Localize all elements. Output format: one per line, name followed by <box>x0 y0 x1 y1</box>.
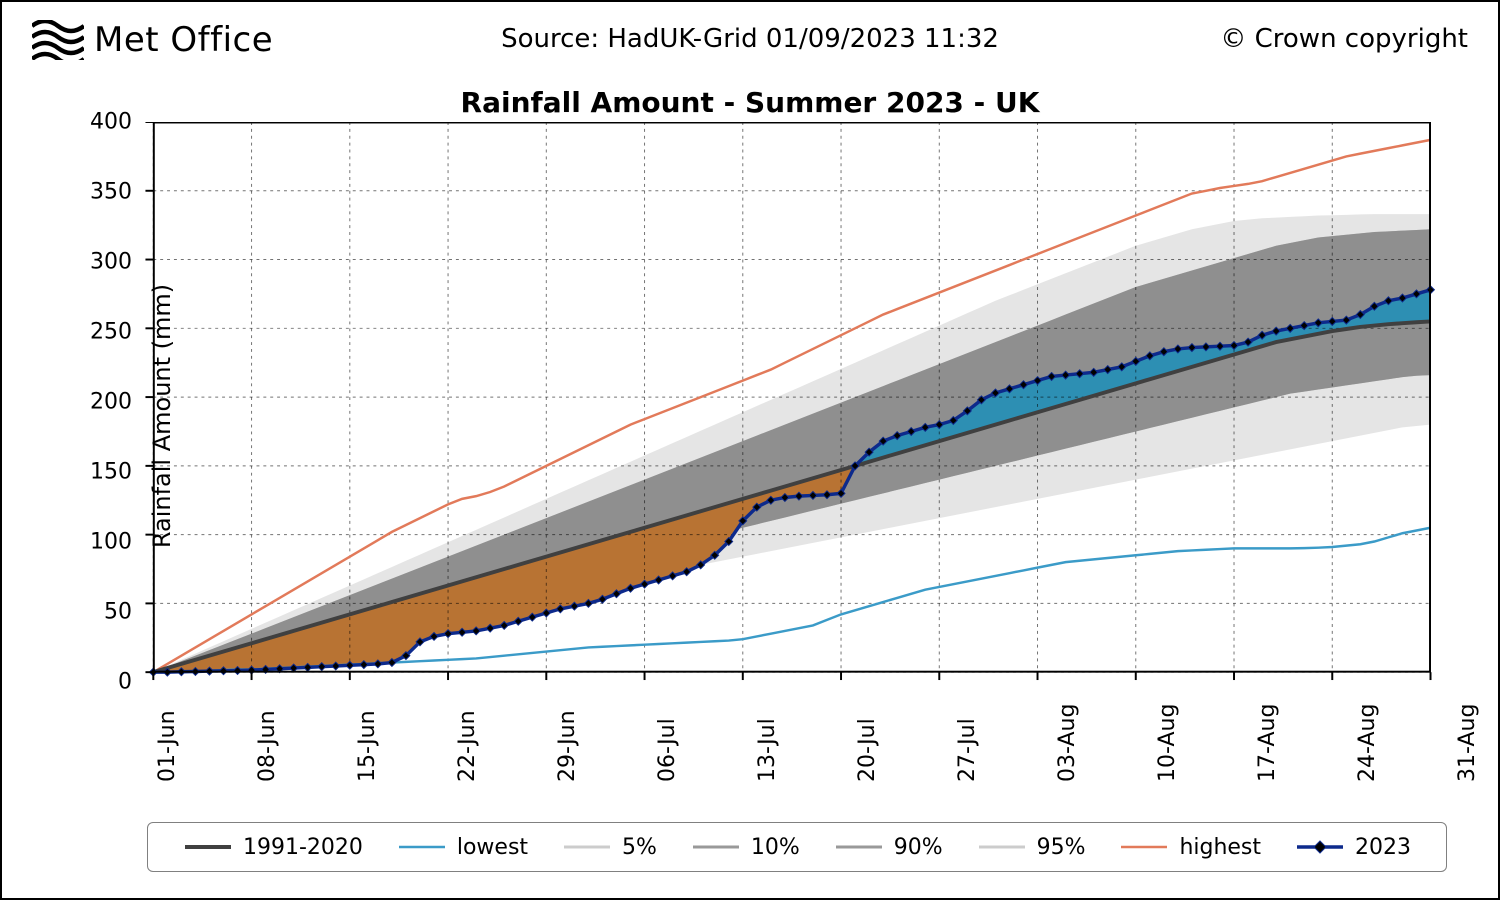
legend-label: lowest <box>457 835 528 860</box>
legend-item-pct95: 95% <box>977 835 1086 860</box>
legend: 1991-2020 lowest 5% 10% 90% 95% highest 2023 <box>147 822 1447 872</box>
x-tick-label: 27-Jul <box>955 718 980 782</box>
legend-swatch <box>562 837 612 857</box>
chart-frame: Met Office Source: HadUK-Grid 01/09/2023… <box>0 0 1500 900</box>
y-tick-label: 400 <box>62 110 132 135</box>
legend-label: 5% <box>622 835 657 860</box>
legend-label: highest <box>1179 835 1261 860</box>
legend-label: 1991-2020 <box>243 835 363 860</box>
x-tick-label: 17-Aug <box>1255 704 1280 782</box>
logo-text: Met Office <box>94 20 273 60</box>
x-tick-label: 29-Jun <box>555 710 580 782</box>
legend-swatch <box>691 837 741 857</box>
x-tick-label: 13-Jul <box>755 718 780 782</box>
x-tick-label: 24-Aug <box>1355 704 1380 782</box>
x-tick-label: 08-Jun <box>255 710 280 782</box>
legend-item-pct90: 90% <box>834 835 943 860</box>
x-tick-label: 20-Jul <box>855 718 880 782</box>
legend-item-pct5: 5% <box>562 835 657 860</box>
legend-item-lowest: lowest <box>397 835 528 860</box>
legend-label: 2023 <box>1355 835 1411 860</box>
copyright-text: © Crown copyright <box>1220 24 1468 54</box>
y-tick-label: 100 <box>62 530 132 555</box>
legend-swatch <box>834 837 884 857</box>
y-tick-label: 0 <box>62 670 132 695</box>
legend-label: 95% <box>1037 835 1086 860</box>
met-office-logo: Met Office <box>32 20 273 60</box>
x-tick-label: 01-Jun <box>155 710 180 782</box>
x-axis-tick-labels: 01-Jun 08-Jun 15-Jun 22-Jun 29-Jun 06-Jul 13-J… <box>147 692 1447 812</box>
legend-item-mean: 1991-2020 <box>183 835 363 860</box>
y-axis-tick-labels: 050100150200250300350400 <box>62 122 132 682</box>
y-tick-label: 50 <box>62 600 132 625</box>
legend-swatch <box>1295 837 1345 857</box>
legend-label: 90% <box>894 835 943 860</box>
x-tick-label: 06-Jul <box>655 718 680 782</box>
legend-swatch <box>1119 837 1169 857</box>
legend-item-year: 2023 <box>1295 835 1411 860</box>
legend-swatch <box>977 837 1027 857</box>
plot-area <box>147 122 1447 682</box>
header-row: Met Office Source: HadUK-Grid 01/09/2023… <box>2 2 1498 72</box>
y-tick-label: 250 <box>62 320 132 345</box>
chart-title: Rainfall Amount - Summer 2023 - UK <box>2 86 1498 119</box>
plot-svg <box>137 122 1437 682</box>
legend-swatch <box>183 837 233 857</box>
source-text: Source: HadUK-Grid 01/09/2023 11:32 <box>501 24 999 54</box>
legend-label: 10% <box>751 835 800 860</box>
x-tick-label: 15-Jun <box>355 710 380 782</box>
y-tick-label: 200 <box>62 390 132 415</box>
legend-item-highest: highest <box>1119 835 1261 860</box>
legend-swatch <box>397 837 447 857</box>
legend-item-pct10: 10% <box>691 835 800 860</box>
x-tick-label: 31-Aug <box>1455 704 1480 782</box>
x-tick-label: 03-Aug <box>1055 704 1080 782</box>
x-tick-label: 10-Aug <box>1155 704 1180 782</box>
x-tick-label: 22-Jun <box>455 710 480 782</box>
y-tick-label: 350 <box>62 180 132 205</box>
y-tick-label: 300 <box>62 250 132 275</box>
y-tick-label: 150 <box>62 460 132 485</box>
met-office-wave-icon <box>32 20 84 60</box>
